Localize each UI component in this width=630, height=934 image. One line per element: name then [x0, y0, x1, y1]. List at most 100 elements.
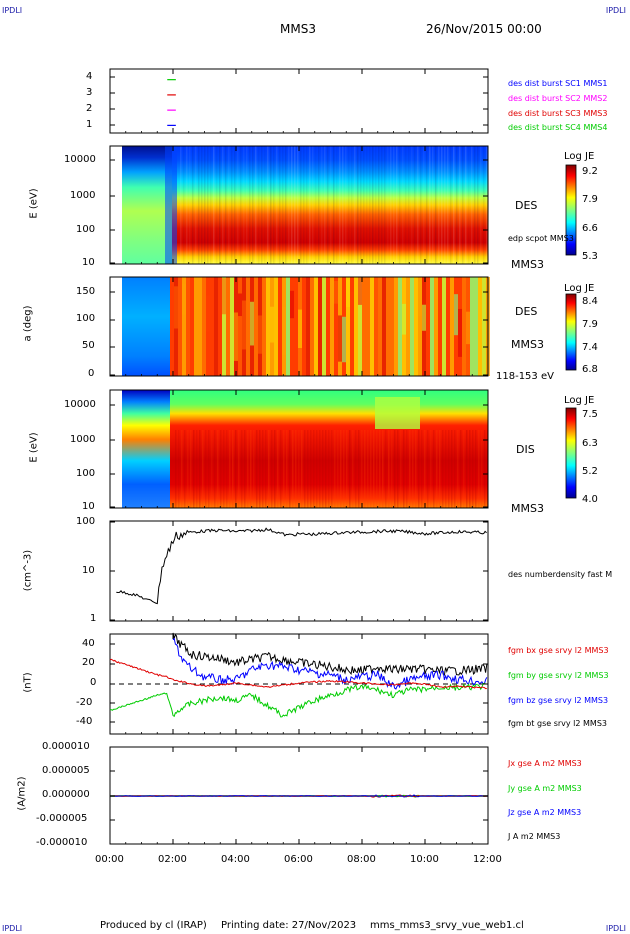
dis-streak — [454, 430, 456, 508]
des-energy-streak — [375, 146, 377, 264]
dis-streak — [418, 430, 420, 508]
dis-streak — [286, 430, 288, 508]
des-energy-streak — [273, 146, 275, 264]
des-energy-side-label: DES — [515, 199, 538, 212]
dis-streak — [358, 430, 360, 508]
burst-ytick: 1 — [86, 119, 93, 130]
des-energy-streak — [444, 146, 446, 264]
density-line — [116, 527, 487, 605]
pitch-streak — [238, 277, 242, 376]
pitch-streak — [318, 277, 322, 376]
dis-streak — [331, 430, 333, 508]
des-energy-streak — [192, 146, 194, 264]
dis-streak — [322, 430, 324, 508]
pitch-streak — [174, 286, 178, 329]
des-energy-streak — [465, 146, 467, 264]
legend-bx: fgm bx gse srvy l2 MMS3 — [508, 646, 609, 655]
dis-streak — [379, 430, 381, 508]
pitch-streak — [322, 277, 326, 376]
dis-streak — [226, 430, 228, 508]
dis-streak — [262, 430, 264, 508]
pitch-streak — [218, 277, 222, 376]
pitch-streak — [186, 277, 190, 376]
dis-streak — [268, 430, 270, 508]
des-energy-streak — [240, 146, 242, 264]
des-energy-streak — [408, 146, 410, 264]
pitch-streak — [210, 277, 214, 376]
des-energy-streak — [450, 146, 452, 264]
dis-streak — [481, 430, 483, 508]
pitch-streak — [338, 315, 342, 362]
legend-bt: fgm bt gse srvy l2 MMS3 — [508, 719, 607, 728]
des-energy-streak — [483, 146, 485, 264]
dis-streak — [328, 430, 330, 508]
pitch-streak — [350, 277, 354, 376]
pitch-streak — [426, 277, 430, 376]
pitch-streak — [242, 300, 246, 350]
dis-streak — [400, 430, 402, 508]
dis-streak — [184, 430, 186, 508]
dis-streak — [466, 430, 468, 508]
pitch-streak — [262, 277, 266, 376]
dis-streak — [394, 430, 396, 508]
dis-energy-colorbar-tick: 4.0 — [582, 494, 598, 505]
pitch-streak — [474, 277, 478, 376]
colorbar-des-pitch — [565, 293, 577, 371]
dis-streak — [217, 430, 219, 508]
des-energy-streak — [303, 146, 305, 264]
dis-energy-ylabel: E (eV) — [28, 432, 40, 463]
dis-streak — [475, 430, 477, 508]
dis-streak — [382, 430, 384, 508]
des-energy-streak — [381, 146, 383, 264]
corner-label-bl: IPDLI — [2, 924, 23, 933]
des-energy-streak — [225, 146, 227, 264]
density-ytick: 10 — [82, 565, 95, 576]
pitch-streak — [230, 277, 234, 376]
density-ytick: 100 — [76, 516, 96, 527]
bfield-ylabel: (nT) — [22, 672, 34, 693]
des-energy-streak — [198, 146, 200, 264]
des-energy-streak — [258, 146, 260, 264]
bfield-series-bx — [109, 658, 487, 690]
pitch-streak — [326, 277, 330, 376]
des-energy-streak — [399, 146, 401, 264]
des-energy-streak — [216, 146, 218, 264]
pitch-streak — [222, 278, 226, 315]
dis-streak — [343, 430, 345, 508]
dis-streak — [199, 430, 201, 508]
pitch-streak — [258, 315, 262, 354]
des-energy-streak — [324, 146, 326, 264]
des-energy-streak — [471, 146, 473, 264]
des-energy-streak — [312, 146, 314, 264]
legend-burst-mms3: des dist burst SC3 MMS3 — [508, 109, 608, 118]
pitch-streak — [206, 295, 210, 332]
footer-filename: mms_mms3_srvy_vue_web1.cl — [370, 920, 524, 931]
dis-streak — [445, 430, 447, 508]
dis-streak — [373, 430, 375, 508]
dis-streak — [223, 430, 225, 508]
dis-energy-colorbar-tick: 5.2 — [582, 466, 598, 477]
x-tick: 00:00 — [95, 854, 124, 865]
des-energy-streak — [321, 146, 323, 264]
legend-jy: Jy gse A m2 MMS3 — [508, 784, 582, 793]
dis-streak — [295, 430, 297, 508]
des-energy-streak — [195, 146, 197, 264]
des-energy-ylabel: E (eV) — [28, 188, 40, 219]
des-pitch-ylabel: a (deg) — [22, 305, 34, 342]
des-energy-streak — [249, 146, 251, 264]
des-pitch-panel — [109, 276, 490, 377]
bfield-ytick: -40 — [76, 716, 93, 727]
dis-streak — [370, 430, 372, 508]
des-energy-streak — [411, 146, 413, 264]
des-energy-streak — [234, 146, 236, 264]
des-pitch-energy-label: 118-153 eV — [496, 371, 554, 382]
dis-streak — [244, 430, 246, 508]
pitch-streak — [234, 312, 238, 361]
des-energy-streak — [357, 146, 359, 264]
des-energy-streak — [351, 146, 353, 264]
des-energy-streak — [297, 146, 299, 264]
pitch-streak — [294, 277, 298, 376]
legend-jz: Jz gse A m2 MMS3 — [508, 808, 582, 817]
pitch-streak — [198, 277, 202, 376]
des-energy-colorbar-tick: 6.6 — [582, 223, 598, 234]
